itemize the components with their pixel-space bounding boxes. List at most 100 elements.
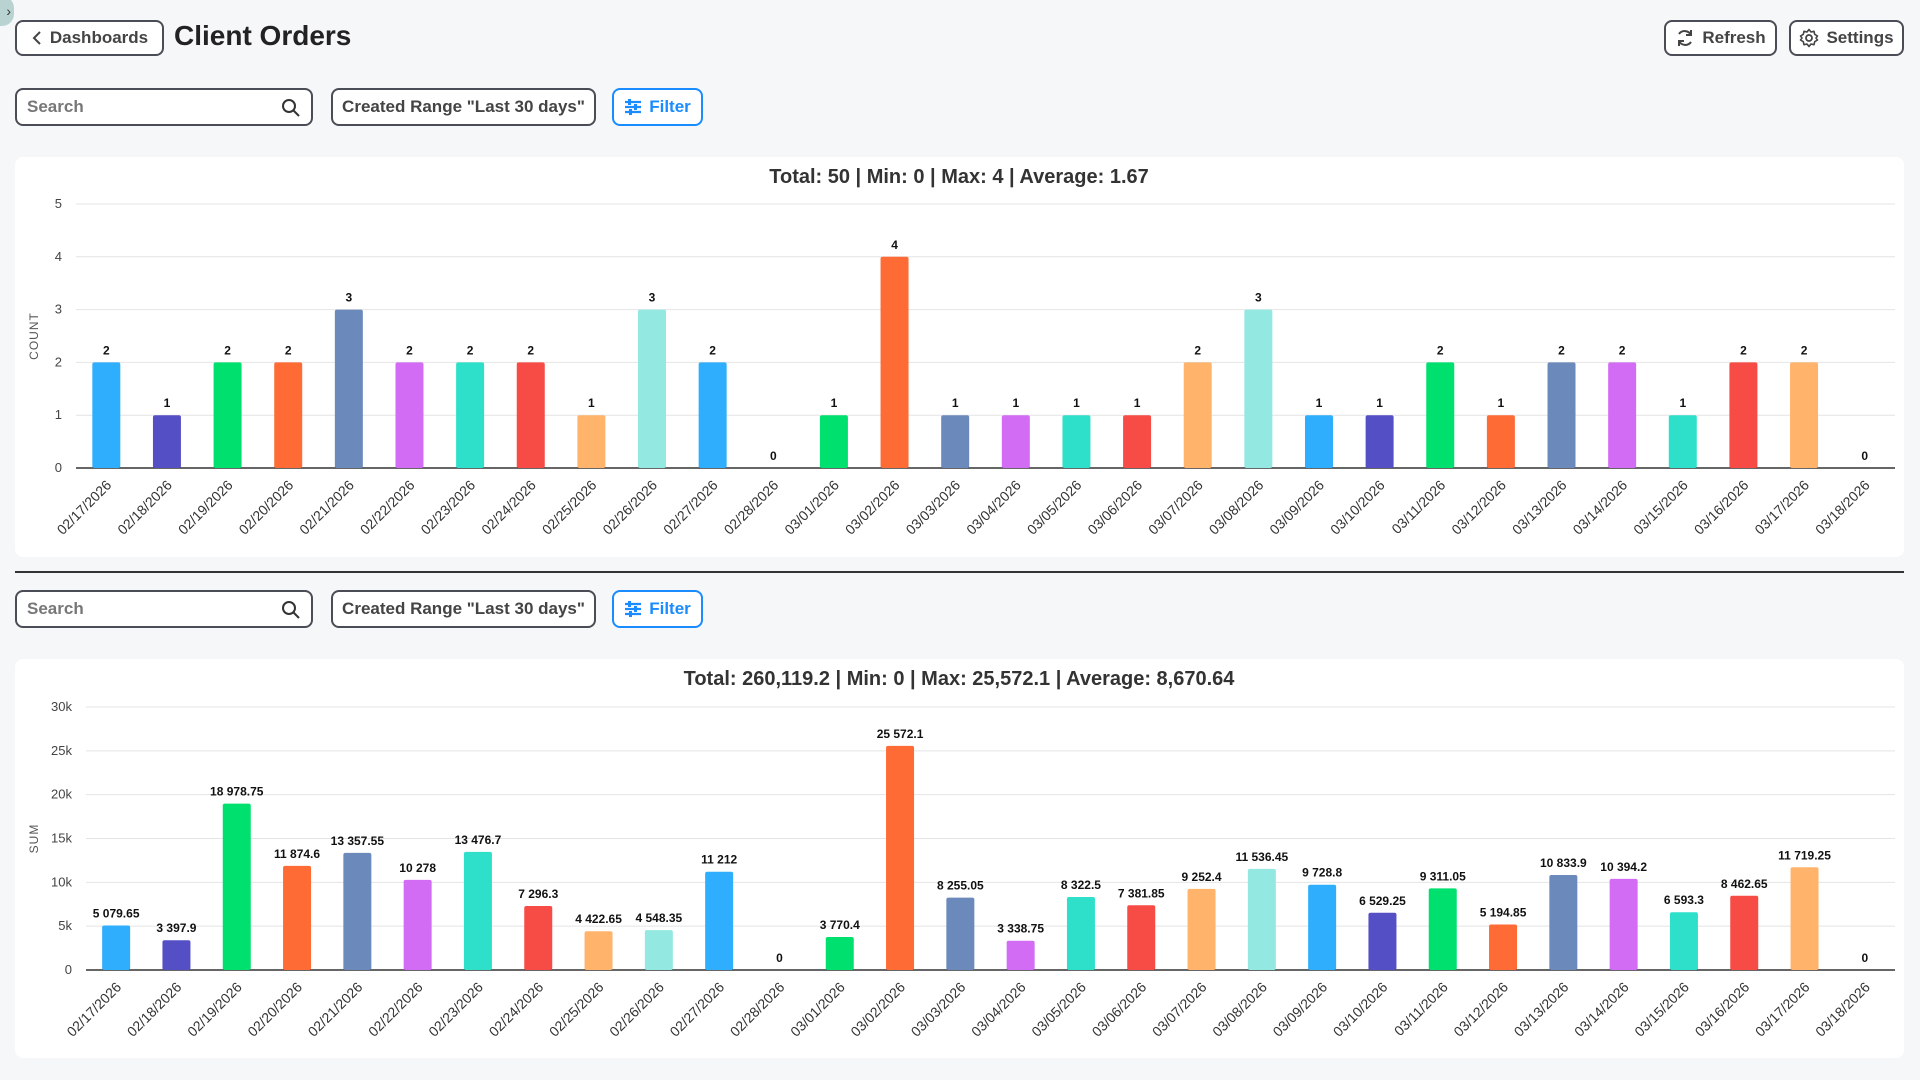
- search-input[interactable]: [17, 592, 267, 626]
- filter-button[interactable]: Filter: [612, 88, 703, 126]
- data-label: 1: [1316, 396, 1323, 410]
- created-range-button[interactable]: Created Range "Last 30 days": [331, 88, 596, 126]
- bar-02-24-2026: [524, 906, 553, 970]
- bar-03-07-2026: [1183, 362, 1212, 468]
- data-label: 3 770.4: [820, 918, 860, 932]
- data-label: 1: [1134, 396, 1141, 410]
- bar-02-19-2026: [213, 362, 242, 468]
- bar-03-09-2026: [1304, 415, 1333, 468]
- x-tick-label: 02/26/2026: [599, 477, 660, 538]
- data-label: 2: [527, 343, 534, 357]
- search-input[interactable]: [17, 90, 267, 124]
- bar-03-04-2026: [1001, 415, 1030, 468]
- search-field-orders-sum[interactable]: [15, 590, 313, 628]
- x-tick-label: 02/21/2026: [305, 979, 366, 1040]
- x-tick-label: 03/10/2026: [1327, 477, 1388, 538]
- refresh-icon: [1678, 30, 1693, 46]
- data-label: 2: [406, 343, 413, 357]
- data-label: 2: [103, 343, 110, 357]
- bar-03-06-2026: [1123, 415, 1152, 468]
- data-label: 1: [588, 396, 595, 410]
- orders-sum-chart: Total: 260,119.2 | Min: 0 | Max: 25,572.…: [27, 668, 1895, 1040]
- x-tick-label: 03/13/2026: [1511, 979, 1572, 1040]
- search-icon[interactable]: [281, 600, 301, 620]
- x-tick-label: 02/17/2026: [54, 477, 115, 538]
- bar-03-07-2026: [1187, 888, 1216, 970]
- data-label: 2: [1801, 343, 1808, 357]
- x-tick-label: 02/21/2026: [296, 477, 357, 538]
- sliders-icon: [625, 99, 642, 115]
- bar-03-16-2026: [1730, 895, 1759, 970]
- x-tick-label: 03/05/2026: [1028, 979, 1089, 1040]
- data-label: 11 212: [701, 853, 737, 867]
- data-label: 9 252.4: [1182, 870, 1222, 884]
- data-label: 1: [1498, 396, 1505, 410]
- bar-02-18-2026: [162, 940, 191, 970]
- chart-title: Total: 50 | Min: 0 | Max: 4 | Average: 1…: [769, 166, 1149, 188]
- y-tick-label: 5k: [58, 918, 72, 933]
- x-tick-label: 03/06/2026: [1089, 979, 1150, 1040]
- data-label: 3: [346, 291, 353, 305]
- orders-count-chart-card: Total: 50 | Min: 0 | Max: 4 | Average: 1…: [15, 157, 1904, 557]
- search-field-orders-count[interactable]: [15, 88, 313, 126]
- data-label: 0: [1862, 951, 1869, 965]
- data-label: 11 719.25: [1778, 848, 1831, 862]
- data-label: 0: [1861, 449, 1868, 463]
- x-tick-label: 02/25/2026: [539, 477, 600, 538]
- x-tick-label: 02/27/2026: [666, 979, 727, 1040]
- search-icon[interactable]: [281, 98, 301, 118]
- back-to-dashboards-button[interactable]: Dashboards: [15, 20, 164, 56]
- bar-03-11-2026: [1426, 362, 1455, 468]
- x-tick-label: 03/14/2026: [1571, 979, 1632, 1040]
- data-label: 2: [467, 343, 474, 357]
- bar-03-05-2026: [1062, 415, 1091, 468]
- filter-button[interactable]: Filter: [612, 590, 703, 628]
- orders-count-chart: Total: 50 | Min: 0 | Max: 4 | Average: 1…: [27, 166, 1895, 538]
- sidebar-toggle[interactable]: ›: [0, 0, 14, 26]
- bar-02-24-2026: [516, 362, 545, 468]
- data-label: 2: [1740, 343, 1747, 357]
- data-label: 9 311.05: [1420, 869, 1466, 883]
- y-tick-label: 1: [55, 407, 62, 422]
- x-tick-label: 03/04/2026: [963, 477, 1024, 538]
- bar-03-04-2026: [1006, 940, 1035, 970]
- y-tick-label: 10k: [51, 874, 72, 889]
- settings-button[interactable]: Settings: [1789, 20, 1904, 56]
- x-tick-label: 03/10/2026: [1330, 979, 1391, 1040]
- x-tick-label: 03/06/2026: [1084, 477, 1145, 538]
- data-label: 3 397.9: [156, 921, 196, 935]
- data-label: 11 874.6: [274, 847, 320, 861]
- bar-02-25-2026: [584, 931, 613, 970]
- created-range-label: Created Range "Last 30 days": [342, 599, 585, 618]
- back-label: Dashboards: [49, 28, 149, 47]
- x-tick-label: 03/08/2026: [1209, 979, 1270, 1040]
- data-label: 6 529.25: [1359, 894, 1406, 908]
- x-tick-label: 02/23/2026: [425, 979, 486, 1040]
- data-label: 0: [776, 951, 783, 965]
- x-tick-label: 03/08/2026: [1206, 477, 1267, 538]
- x-tick-label: 03/16/2026: [1691, 477, 1752, 538]
- x-tick-label: 02/28/2026: [727, 979, 788, 1040]
- data-label: 10 394.2: [1600, 860, 1647, 874]
- y-axis-label: COUNT: [27, 312, 41, 360]
- bar-02-22-2026: [395, 362, 424, 468]
- x-tick-label: 03/16/2026: [1692, 979, 1753, 1040]
- data-label: 11 536.45: [1235, 850, 1288, 864]
- data-label: 4 548.35: [635, 911, 682, 925]
- data-label: 18 978.75: [210, 785, 264, 799]
- data-label: 1: [1073, 396, 1080, 410]
- x-tick-label: 02/24/2026: [478, 477, 539, 538]
- data-label: 0: [770, 449, 777, 463]
- created-range-button[interactable]: Created Range "Last 30 days": [331, 590, 596, 628]
- x-tick-label: 03/07/2026: [1149, 979, 1210, 1040]
- x-tick-label: 02/23/2026: [417, 477, 478, 538]
- x-tick-label: 03/04/2026: [968, 979, 1029, 1040]
- x-tick-label: 02/22/2026: [365, 979, 426, 1040]
- x-tick-label: 02/18/2026: [114, 477, 175, 538]
- y-tick-label: 15k: [51, 831, 72, 846]
- bar-02-27-2026: [698, 362, 727, 468]
- data-label: 3: [649, 291, 656, 305]
- y-tick-label: 0: [55, 460, 62, 475]
- data-label: 8 255.05: [937, 879, 984, 893]
- refresh-button[interactable]: Refresh: [1664, 20, 1777, 56]
